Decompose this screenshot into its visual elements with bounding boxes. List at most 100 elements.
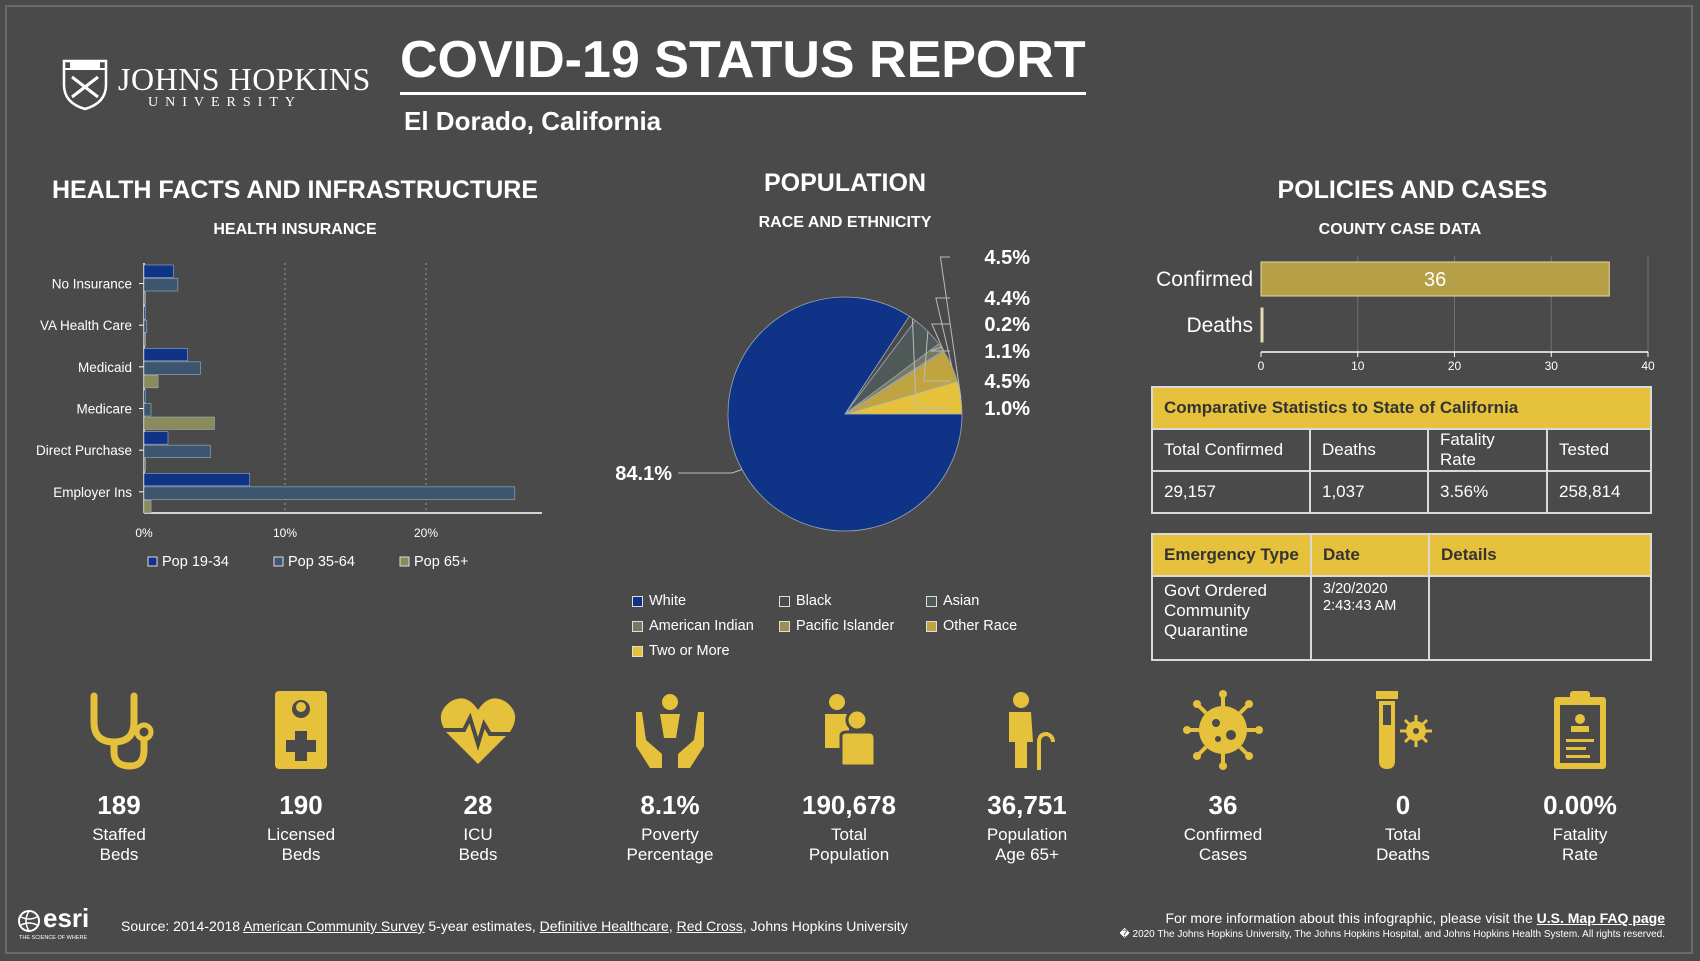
legend-swatch: [926, 620, 937, 632]
case-bar-confirmed: [1260, 261, 1610, 297]
legend-item-black: Black: [779, 593, 831, 609]
stat-confirmed-cases: 36 Confirmed Cases: [1138, 690, 1308, 865]
category-label: Medicare: [76, 402, 132, 417]
bar-pop-35-64: [143, 361, 201, 375]
helping-hands-icon: [636, 694, 704, 768]
emergency-date-value: 3/20/2020 2:43:43 AM: [1310, 575, 1430, 661]
bar-pop-65-: [143, 500, 152, 514]
case-bar-deaths: [1260, 307, 1264, 343]
bar-pop-65-: [143, 458, 146, 472]
leader-line: [931, 323, 950, 352]
legend-swatch: [779, 595, 790, 607]
section-health-title: HEALTH FACTS AND INFRASTRUCTURE: [51, 176, 539, 204]
emergency-type-value: Govt Ordered Community Quarantine: [1151, 575, 1312, 661]
pie-label: 4.4%: [984, 288, 1030, 310]
county-case-chart: 0 10 20 30 40 Confirmed 36 Deaths: [1156, 256, 1655, 373]
stat-label: Total Population: [808, 825, 890, 864]
legend-swatch: [632, 620, 643, 632]
source-line: Source: 2014-2018 American Community Sur…: [121, 918, 908, 934]
category-label: Direct Purchase: [36, 443, 132, 458]
bar-pop-19-34: [143, 389, 146, 403]
source-prefix: Source: 2014-2018: [121, 918, 244, 934]
bar-pop-19-34: [143, 473, 251, 487]
bar-pop-35-64: [143, 403, 152, 417]
stethoscope-icon: [90, 692, 154, 770]
bar-pop-65-: [143, 291, 146, 305]
stat-label: Fatality Rate: [1552, 825, 1608, 864]
legend-swatch: [273, 556, 284, 567]
race-legend: White Black Asian American Indian Pacific Is…: [632, 593, 1052, 673]
faq-link[interactable]: U.S. Map FAQ page: [1536, 910, 1665, 926]
test-tube-virus-icon: [1376, 691, 1432, 769]
header-total-confirmed: Total Confirmed: [1151, 428, 1311, 472]
value-tested: 258,814: [1546, 470, 1652, 514]
stat-label: Licensed Beds: [266, 825, 336, 864]
section-policies-title: POLICIES AND CASES: [1277, 176, 1548, 204]
jhu-logo: JOHNS HOPKINS UNIVERSITY: [60, 55, 370, 115]
stat-icu-beds: 28 ICU Beds: [393, 690, 563, 865]
stat-value: 0: [1395, 790, 1411, 820]
category-label: Employer Ins: [53, 485, 132, 500]
pie-label: 1.1%: [984, 341, 1030, 363]
stat-value: 0.00%: [1543, 790, 1617, 820]
jhu-shield-icon: [62, 59, 108, 111]
pie-label: 1.0%: [984, 398, 1030, 420]
stat-total-population: 190,678 Total Population: [764, 690, 934, 865]
people-icon: [825, 694, 877, 768]
x-tick-label: 0%: [135, 526, 153, 540]
stat-value: 36,751: [987, 790, 1067, 820]
virus-icon: [1183, 690, 1263, 770]
stat-fatality-rate: 0.00% Fatality Rate: [1495, 690, 1665, 865]
bar-pop-35-64: [143, 319, 148, 333]
legend-item-pacific-islander: Pacific Islander: [779, 618, 894, 634]
comparative-table: Comparative Statistics to State of Calif…: [1151, 386, 1652, 514]
legend-swatch: [147, 556, 158, 567]
legend-item-asian: Asian: [926, 593, 979, 609]
definitive-healthcare-link[interactable]: Definitive Healthcare: [539, 918, 669, 934]
stat-value: 189: [97, 790, 141, 820]
source-comma: ,: [668, 918, 677, 934]
leader-line: [911, 318, 950, 409]
race-ethnicity-pie: 84.1% 4.5% 4.4% 0.2% 1.1% 4.5% 1.0%: [615, 247, 1030, 532]
header-deaths: Deaths: [1309, 428, 1429, 472]
pie-label: 84.1%: [615, 463, 672, 485]
legend-item-american-indian: American Indian: [632, 618, 754, 634]
race-ethnicity-title: RACE AND ETHNICITY: [758, 214, 932, 231]
pie-label: 0.2%: [984, 314, 1030, 336]
bar-pop-65-: [143, 333, 146, 347]
x-tick-label: 0: [1258, 359, 1265, 373]
bar-pop-35-64: [143, 444, 211, 458]
bar-pop-35-64: [143, 486, 516, 500]
legend-item-other-race: Other Race: [926, 618, 1017, 634]
leader-line: [930, 346, 950, 352]
x-tick-label: 20%: [414, 526, 438, 540]
leader-line: [939, 256, 962, 398]
header-details: Details: [1428, 533, 1652, 577]
bar-pop-65-: [143, 416, 215, 430]
x-tick-label: 10: [1351, 359, 1365, 373]
header-date: Date: [1310, 533, 1430, 577]
stat-label: Staffed Beds: [92, 825, 146, 864]
legend-item-white: White: [632, 593, 686, 609]
stat-value: 8.1%: [640, 790, 700, 820]
legend-label: Pop 35-64: [288, 554, 355, 570]
stat-total-deaths: 0 Total Deaths: [1318, 690, 1488, 865]
logo-line1: JOHNS HOPKINS: [118, 61, 371, 97]
report-frame: [5, 5, 1693, 954]
category-label: No Insurance: [52, 277, 132, 292]
esri-logo: esri THE SCIENCE OF WHERE: [17, 903, 97, 947]
info-prefix: For more information about this infograp…: [1165, 910, 1537, 926]
info-line: For more information about this infograp…: [1165, 910, 1665, 926]
stat-value: 36: [1208, 790, 1238, 820]
stat-label: Population Age 65+: [986, 825, 1068, 864]
stat-value: 28: [463, 790, 493, 820]
red-cross-link[interactable]: Red Cross: [676, 918, 743, 934]
legend-label: Pop 65+: [414, 554, 468, 570]
copyright: � 2020 The Johns Hopkins University, The…: [1119, 929, 1665, 940]
source-mid: 5-year estimates,: [424, 918, 540, 934]
legend-label: Two or More: [649, 643, 730, 659]
stat-label: Confirmed Cases: [1183, 825, 1263, 864]
acs-link[interactable]: American Community Survey: [243, 918, 425, 934]
case-category-label: Deaths: [1186, 314, 1253, 337]
stat-label: Total Deaths: [1376, 825, 1430, 864]
